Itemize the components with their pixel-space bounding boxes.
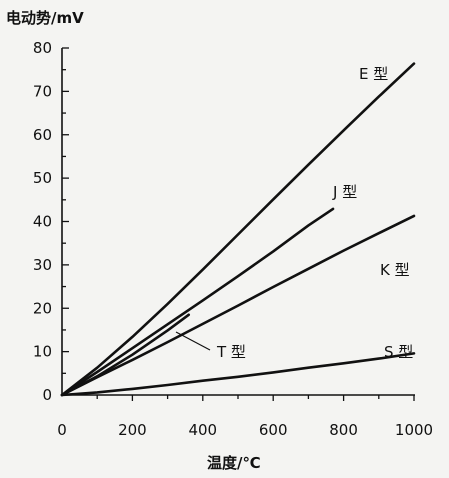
- y-tick-label: 20: [33, 299, 52, 317]
- y-tick-label: 70: [33, 82, 52, 100]
- y-axis-title: 电动势/mV: [6, 9, 84, 27]
- x-tick-label: 800: [329, 421, 358, 439]
- series-line-t: [60, 313, 190, 397]
- y-tick-label: 10: [33, 343, 52, 361]
- x-axis-title: 温度/℃: [207, 454, 261, 472]
- series-label-k: K 型: [380, 261, 410, 279]
- x-ticks: 0 200 400 600 800 1000: [57, 395, 433, 439]
- x-tick-label: 0: [57, 421, 67, 439]
- series-label-s: S 型: [384, 343, 413, 361]
- series-line-k: [60, 214, 416, 397]
- y-ticks: 0 10 20 30 40 50 60 70 80: [33, 39, 69, 404]
- y-tick-label: 60: [33, 126, 52, 144]
- series-lines: [60, 62, 416, 397]
- x-tick-label: 1000: [395, 421, 433, 439]
- y-tick-label: 30: [33, 256, 52, 274]
- y-tick-label: 50: [33, 169, 52, 187]
- series-line-j: [60, 207, 335, 397]
- y-tick-label: 0: [42, 386, 52, 404]
- y-tick-label: 80: [33, 39, 52, 57]
- series-label-t: T 型: [216, 343, 246, 361]
- series-label-e: E 型: [359, 65, 388, 83]
- x-tick-label: 400: [188, 421, 217, 439]
- y-tick-label: 40: [33, 213, 52, 231]
- series-line-e: [60, 62, 416, 397]
- t-series-leader-line: [175, 331, 211, 351]
- x-tick-label: 200: [118, 421, 147, 439]
- x-tick-label: 600: [259, 421, 288, 439]
- series-label-j: J 型: [332, 183, 357, 201]
- series-line-s: [60, 352, 416, 397]
